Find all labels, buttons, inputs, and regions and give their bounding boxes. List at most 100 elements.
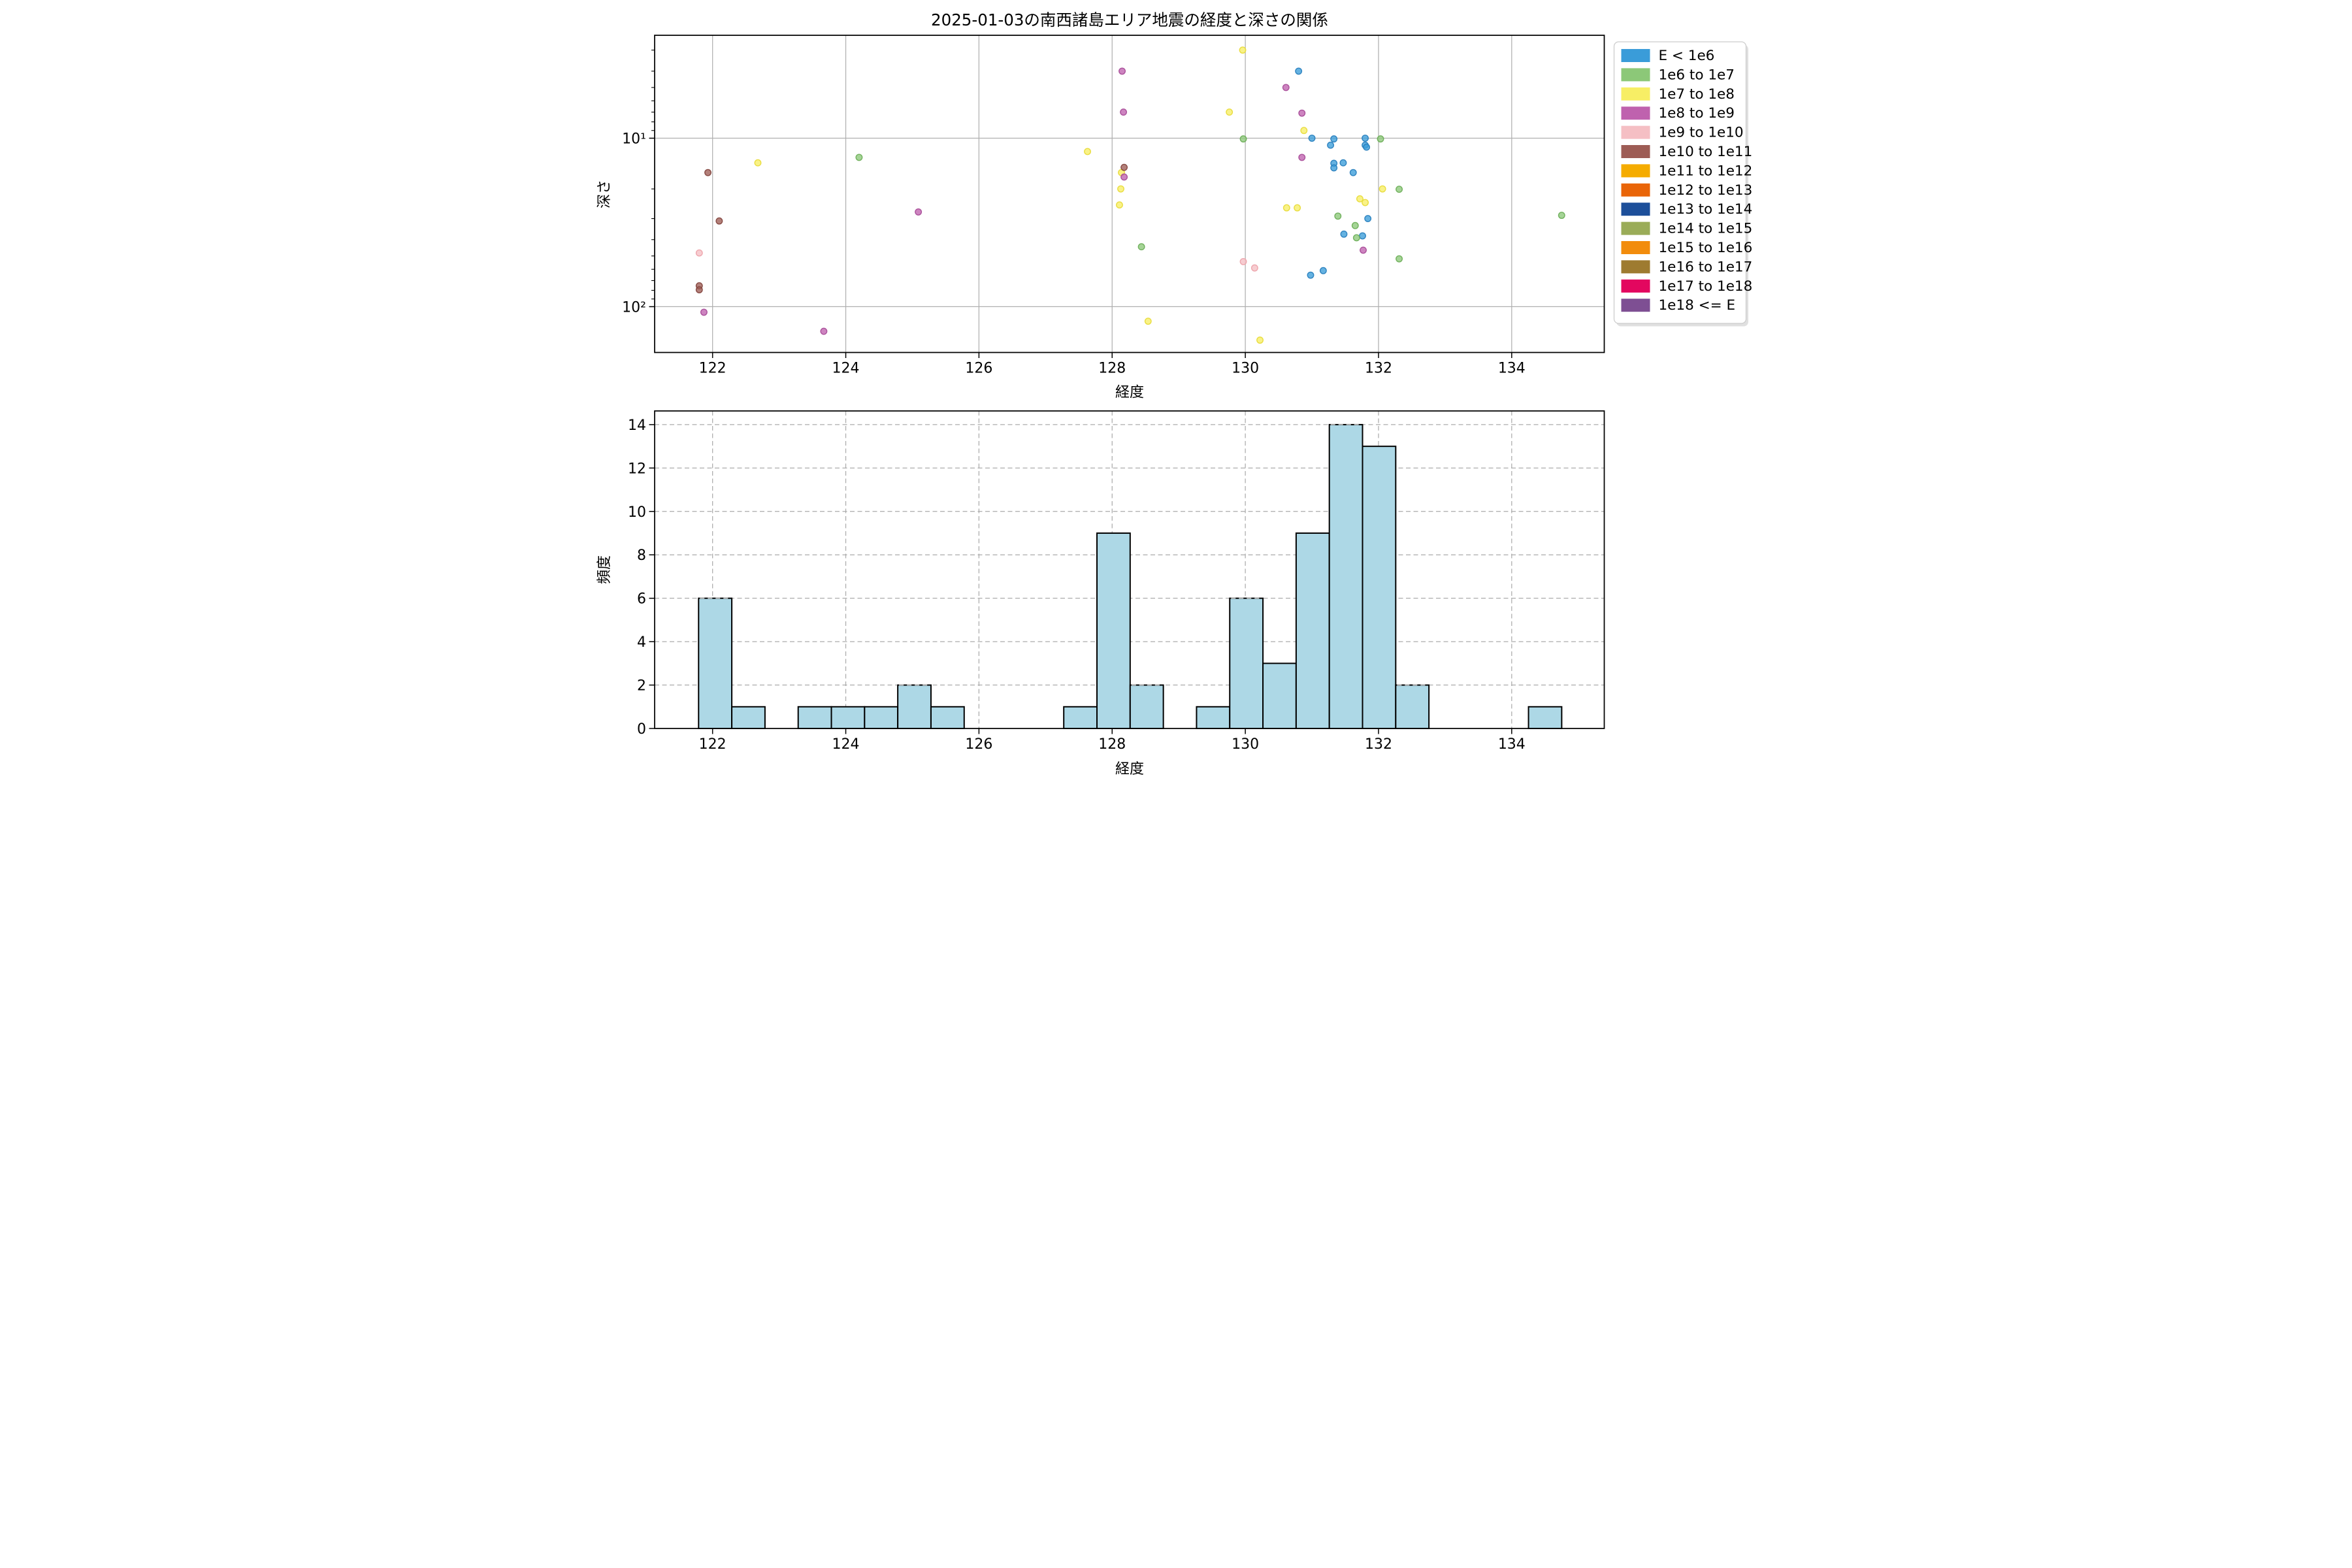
y-tick-label: 12 [628, 461, 646, 477]
histogram-bar [1096, 532, 1131, 729]
legend-label: 1e11 to 1e12 [1659, 163, 1753, 179]
scatter-point [1256, 336, 1264, 344]
legend-swatch [1621, 279, 1650, 293]
scatter-point [1364, 215, 1372, 223]
scatter-point [1120, 173, 1128, 181]
scatter-axes: 122 124 126 128 130 132 134 10¹ 10² [622, 35, 1605, 377]
histogram-bars [698, 423, 1563, 730]
y-tick-label: 6 [637, 591, 646, 608]
scatter-point [1239, 135, 1247, 143]
histogram-bar [1262, 662, 1297, 729]
x-tick-label: 128 [1098, 361, 1126, 377]
scatter-point [1319, 267, 1327, 274]
y-tick-label: 2 [637, 678, 646, 694]
scatter-point [1349, 169, 1357, 176]
scatter-point [1330, 164, 1338, 172]
scatter-point [1377, 135, 1384, 143]
histogram-bar [1229, 597, 1264, 729]
legend-label: 1e6 to 1e7 [1659, 67, 1735, 83]
x-tick-label: 134 [1498, 361, 1526, 377]
scatter-point [1356, 195, 1364, 203]
scatter-point [1117, 185, 1124, 193]
scatter-point [1334, 212, 1342, 220]
legend-swatch [1621, 68, 1650, 82]
legend-label: E < 1e6 [1659, 48, 1715, 64]
scatter-point [1239, 257, 1247, 265]
scatter-point [1362, 199, 1369, 206]
x-tick-label: 126 [965, 361, 992, 377]
histogram-ylabel: 頻度 [596, 555, 613, 584]
scatter-point [1308, 135, 1316, 142]
scatter-point [1352, 234, 1360, 242]
legend-box: E < 1e6 1e6 to 1e7 1e7 to 1e8 1e8 to 1e9 1e9… [1613, 41, 1753, 327]
scatter-point [1226, 108, 1233, 116]
scatter-point [1327, 141, 1335, 149]
scatter-point [1360, 246, 1367, 254]
figure-canvas: 2025-01-03の南西諸島エリア地震の経度と深さの関係 深さ 経度 頻度 経… [588, 0, 1764, 784]
scatter-point [1137, 243, 1145, 251]
scatter-point [754, 159, 762, 167]
histogram-bar [1063, 706, 1098, 730]
legend-label: 1e16 to 1e17 [1659, 259, 1753, 275]
y-tick-label: 10² [622, 299, 646, 316]
histogram-bar [1395, 684, 1430, 729]
scatter-point [1362, 135, 1369, 142]
scatter-point [715, 217, 723, 225]
scatter-point [1300, 127, 1308, 135]
legend-swatch [1621, 106, 1650, 120]
scatter-point [1295, 67, 1303, 75]
histogram-bar [830, 706, 866, 730]
scatter-points [695, 46, 1565, 344]
histogram-bar [1129, 684, 1164, 729]
x-tick-label: 130 [1232, 736, 1259, 753]
legend-swatch [1621, 87, 1650, 101]
x-tick-label: 132 [1365, 361, 1392, 377]
scatter-point [1120, 108, 1128, 116]
histogram-bar [1362, 446, 1397, 729]
scatter-ylabel: 深さ [596, 180, 613, 208]
histogram-bar [698, 597, 733, 729]
x-tick-label: 132 [1365, 736, 1392, 753]
scatter-point [855, 154, 863, 161]
scatter-point [1239, 46, 1247, 54]
histogram-xlabel: 経度 [1115, 761, 1144, 777]
y-tick-label: 10 [628, 504, 646, 521]
legend-swatch [1621, 260, 1650, 274]
scatter-point [695, 249, 703, 257]
histogram-bar [1295, 532, 1330, 729]
scatter-point [1396, 255, 1403, 263]
scatter-point [700, 308, 708, 316]
legend-label: 1e17 to 1e18 [1659, 278, 1753, 295]
scatter-point [1351, 221, 1359, 229]
legend-swatch [1621, 145, 1650, 158]
scatter-point [1298, 109, 1306, 117]
histogram-bar [731, 706, 766, 730]
legend-label: 1e18 <= E [1659, 297, 1736, 314]
histogram-bar [1196, 706, 1231, 730]
y-tick-label: 0 [637, 721, 646, 738]
legend-label: 1e9 to 1e10 [1659, 125, 1744, 141]
scatter-point [1120, 163, 1128, 171]
legend-label: 1e14 to 1e15 [1659, 221, 1753, 237]
histogram-bar [797, 706, 832, 730]
chart-title: 2025-01-03の南西諸島エリア地震の経度と深さの関係 [931, 10, 1328, 29]
histogram-spines [654, 410, 1605, 729]
scatter-point [1116, 201, 1123, 209]
scatter-point [1119, 67, 1126, 75]
legend-label: 1e10 to 1e11 [1659, 144, 1753, 160]
scatter-point [1250, 264, 1258, 272]
legend-label: 1e15 to 1e16 [1659, 240, 1753, 256]
x-tick-label: 126 [965, 736, 992, 753]
legend-swatch [1621, 125, 1650, 139]
legend-swatch [1621, 203, 1650, 216]
earthquake-figure-svg: 2025-01-03の南西諸島エリア地震の経度と深さの関係 深さ 経度 頻度 経… [588, 0, 1764, 784]
legend-label: 1e12 to 1e13 [1659, 182, 1753, 199]
x-tick-label: 124 [832, 736, 860, 753]
y-tick-label: 8 [637, 547, 646, 564]
legend-swatch [1621, 241, 1650, 254]
x-tick-label: 122 [699, 736, 727, 753]
scatter-point [1363, 143, 1371, 151]
scatter-point [1330, 135, 1338, 143]
scatter-point [704, 169, 711, 176]
x-tick-label: 128 [1098, 736, 1126, 753]
